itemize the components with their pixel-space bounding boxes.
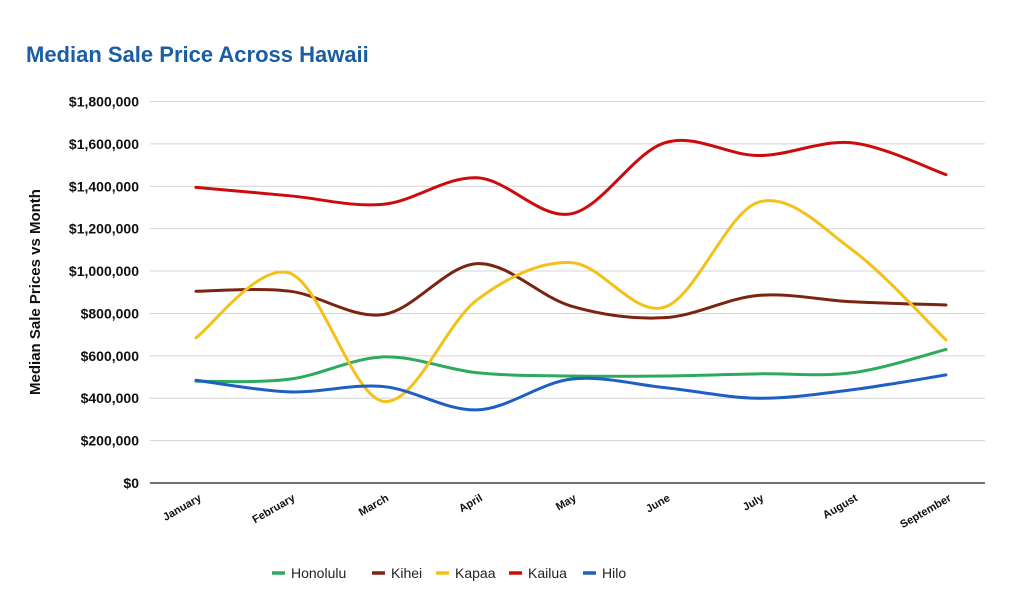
legend-label: Kailua [528,565,567,581]
y-tick-label: $1,600,000 [69,136,139,152]
x-tick-label: July [741,492,767,514]
legend-label: Hilo [602,565,626,581]
y-tick-label: $0 [123,475,139,491]
y-tick-label: $800,000 [81,305,140,321]
legend-label: Honolulu [291,565,346,581]
x-tick-label: January [161,492,204,524]
y-axis-label: Median Sale Prices vs Month [27,189,44,395]
x-tick-label: September [898,492,954,531]
y-tick-label: $1,400,000 [69,178,139,194]
x-tick-label: August [821,492,860,522]
x-tick-label: May [554,492,579,514]
y-tick-label: $200,000 [81,433,140,449]
y-tick-label: $1,800,000 [69,94,139,110]
series-line-hilo [194,373,948,412]
y-tick-label: $1,200,000 [69,221,139,237]
chart-title: Median Sale Price Across Hawaii [26,42,369,67]
series-line-honolulu [194,347,948,384]
y-tick-label: $1,000,000 [69,263,139,279]
y-tick-label: $600,000 [81,348,140,364]
x-tick-label: March [357,492,391,519]
series-line-kihei [194,262,948,320]
y-tick-label: $400,000 [81,390,140,406]
legend-label: Kihei [391,565,422,581]
series-line-kapaa [194,199,948,403]
x-tick-label: February [250,492,298,526]
x-tick-label: June [644,492,672,515]
legend-label: Kapaa [455,565,496,581]
x-tick-label: April [457,492,485,515]
series-line-kailua [194,138,948,216]
